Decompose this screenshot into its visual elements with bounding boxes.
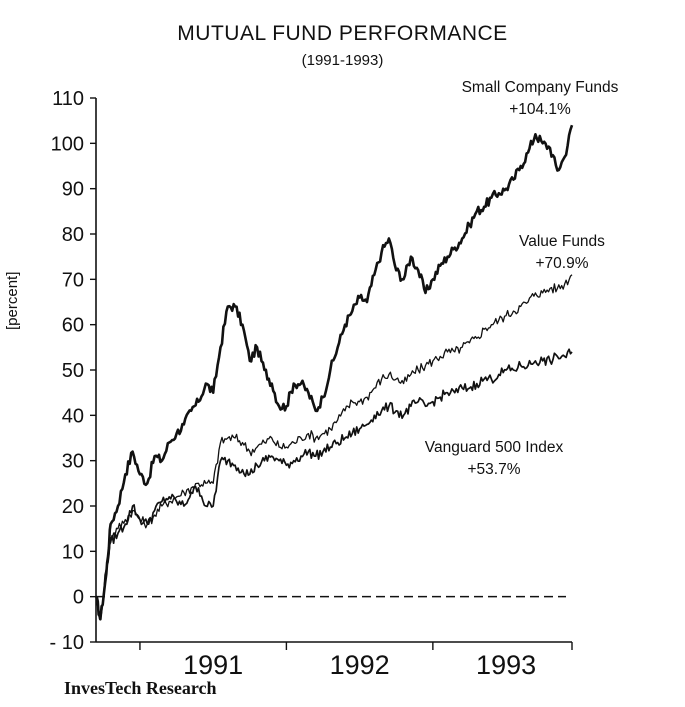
y-tick-label: 90 xyxy=(62,179,84,201)
series-annotation-value: +53.7% xyxy=(467,461,520,478)
y-tick-label: 60 xyxy=(62,315,84,337)
y-tick-label: 100 xyxy=(51,133,84,155)
x-tick-label: 1991 xyxy=(183,650,243,680)
series-annotation-value: +104.1% xyxy=(509,101,571,118)
series-annotation-name: Small Company Funds xyxy=(462,79,619,96)
y-tick-label: 40 xyxy=(62,405,84,427)
series-annotation-name: Value Funds xyxy=(519,233,605,250)
x-tick-label: 1992 xyxy=(330,650,390,680)
x-tick-label: 1993 xyxy=(476,650,536,680)
source-credit: InvesTech Research xyxy=(64,678,217,698)
series-annotations: Small Company Funds +104.1% Value Funds +70… xyxy=(425,79,619,478)
y-tick-label: 0 xyxy=(73,587,84,609)
series-annotation-value: +70.9% xyxy=(535,255,588,272)
y-tick-label: 10 xyxy=(62,541,84,563)
y-tick-label: 30 xyxy=(62,451,84,473)
y-tick-label: 50 xyxy=(62,360,84,382)
chart-title: MUTUAL FUND PERFORMANCE xyxy=(177,22,508,45)
y-tick-label: 70 xyxy=(62,269,84,291)
series-lines xyxy=(95,124,574,621)
y-tick-label: 80 xyxy=(62,224,84,246)
series-line xyxy=(95,124,574,621)
chart-axes: - 10 0 10 20 30 40 50 60 70 80 90 100 110 1991 1992 199… xyxy=(50,88,573,680)
y-tick-label: 20 xyxy=(62,496,84,518)
y-tick-label: - 10 xyxy=(50,632,84,654)
y-tick-label: 110 xyxy=(52,88,84,110)
chart-subtitle: (1991-1993) xyxy=(301,52,384,69)
series-line xyxy=(95,348,573,621)
series-line xyxy=(95,274,573,620)
series-annotation-name: Vanguard 500 Index xyxy=(425,439,564,456)
